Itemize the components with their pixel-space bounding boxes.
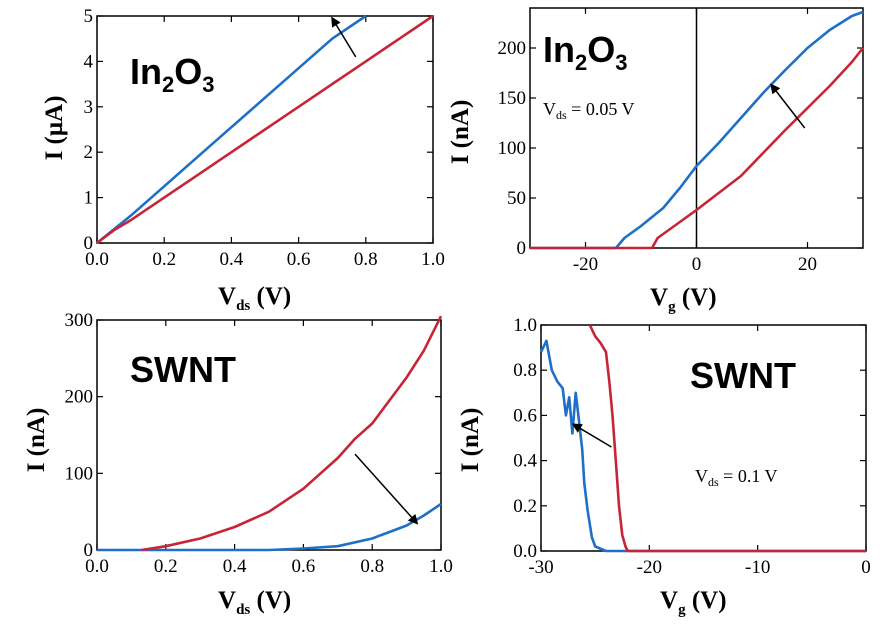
panel-top-right: In2O3 Vds = 0.05 V Vg (V) I (nA) -20 0 200… — [447, 7, 865, 315]
x-tick-label: -10 — [745, 557, 770, 578]
y-tick-label: 4 — [84, 51, 94, 72]
x-tick-label: 0 — [692, 254, 702, 275]
x-tick-label: 1.0 — [429, 556, 453, 577]
x-tick-label: 1.0 — [421, 249, 445, 270]
vds-annotation: Vds = 0.1 V — [695, 466, 778, 489]
x-tick-label: 0.0 — [85, 249, 109, 270]
y-tick-label: 50 — [507, 188, 526, 209]
y-tick-label: 0.4 — [513, 451, 537, 472]
panel-title: In2O3 — [543, 29, 628, 75]
x-tick-label: 0.4 — [220, 249, 244, 270]
series-line-blue — [96, 14, 367, 245]
y-tick-label: 200 — [498, 38, 527, 59]
vds-annotation: Vds = 0.05 V — [543, 99, 635, 122]
y-tick-label: 2 — [84, 142, 94, 163]
y-axis-label: I (nA) — [447, 100, 474, 165]
y-tick-label: 0.8 — [513, 360, 537, 381]
arrow-annotation — [331, 16, 357, 58]
panel-title: In2O3 — [130, 51, 215, 97]
x-tick-label: 0.2 — [152, 249, 176, 270]
y-tick-label: 0 — [84, 540, 94, 561]
series-line-red — [141, 315, 443, 552]
y-tick-label: 3 — [84, 97, 94, 118]
x-tick-label: -30 — [528, 557, 553, 578]
y-tick-label: 0.2 — [513, 496, 537, 517]
x-tick-label: 0.8 — [354, 249, 378, 270]
series-line-red — [588, 324, 866, 553]
series-line-blue — [539, 339, 866, 553]
x-axis-label: Vds (V) — [218, 283, 291, 314]
panel-top-left: In2O3 Vds (V) I (μA) 0.0 0.2 0.4 0.6 0.8 1.0 0… — [41, 6, 445, 314]
x-tick-label: 0.8 — [360, 556, 384, 577]
y-tick-label: 100 — [65, 463, 94, 484]
x-tick-label: 0.0 — [85, 556, 109, 577]
x-tick-label: 0 — [861, 557, 871, 578]
y-tick-label: 0 — [84, 233, 94, 254]
y-axis-label: I (nA) — [23, 408, 50, 473]
y-tick-label: 100 — [498, 138, 527, 159]
series-line-red — [96, 14, 434, 245]
y-tick-label: 200 — [65, 387, 94, 408]
panel-title: SWNT — [130, 349, 236, 390]
x-tick-label: 20 — [798, 254, 817, 275]
panel-bottom-left: SWNT Vds (V) I (nA) 0.0 0.2 0.4 0.6 0.8 1.0 0 1… — [23, 310, 453, 618]
series-line-blue — [530, 10, 864, 250]
arrow-annotation — [770, 83, 806, 129]
y-tick-label: 150 — [498, 88, 527, 109]
panel-title: SWNT — [690, 355, 796, 396]
plot-frame — [96, 15, 434, 244]
x-axis-label: Vds (V) — [218, 587, 291, 618]
series-line-blue — [97, 502, 442, 552]
y-axis-label: I (μA) — [41, 96, 68, 161]
x-tick-label: 0.6 — [287, 249, 311, 270]
y-tick-label: 0.0 — [513, 541, 537, 562]
y-tick-label: 0 — [517, 238, 527, 259]
x-axis-label: Vg (V) — [660, 587, 727, 618]
y-tick-label: 300 — [65, 310, 94, 331]
y-axis-label: I (nA) — [457, 408, 484, 473]
x-tick-label: 0.4 — [223, 556, 247, 577]
y-tick-label: 1 — [84, 188, 94, 209]
x-tick-label: 0.6 — [292, 556, 316, 577]
panel-bottom-right: SWNT Vds = 0.1 V Vg (V) I (nA) -30 -20 -10… — [457, 315, 871, 618]
arrow-annotation — [354, 453, 419, 525]
y-tick-label: 1.0 — [513, 315, 537, 336]
y-tick-label: 5 — [84, 6, 94, 27]
x-tick-label: -20 — [573, 254, 598, 275]
x-tick-label: 0.2 — [154, 556, 178, 577]
series-line-red — [530, 47, 865, 250]
x-tick-label: -20 — [637, 557, 662, 578]
arrow-annotation — [571, 423, 612, 448]
x-axis-label: Vg (V) — [650, 284, 717, 315]
y-tick-label: 0.6 — [513, 405, 537, 426]
